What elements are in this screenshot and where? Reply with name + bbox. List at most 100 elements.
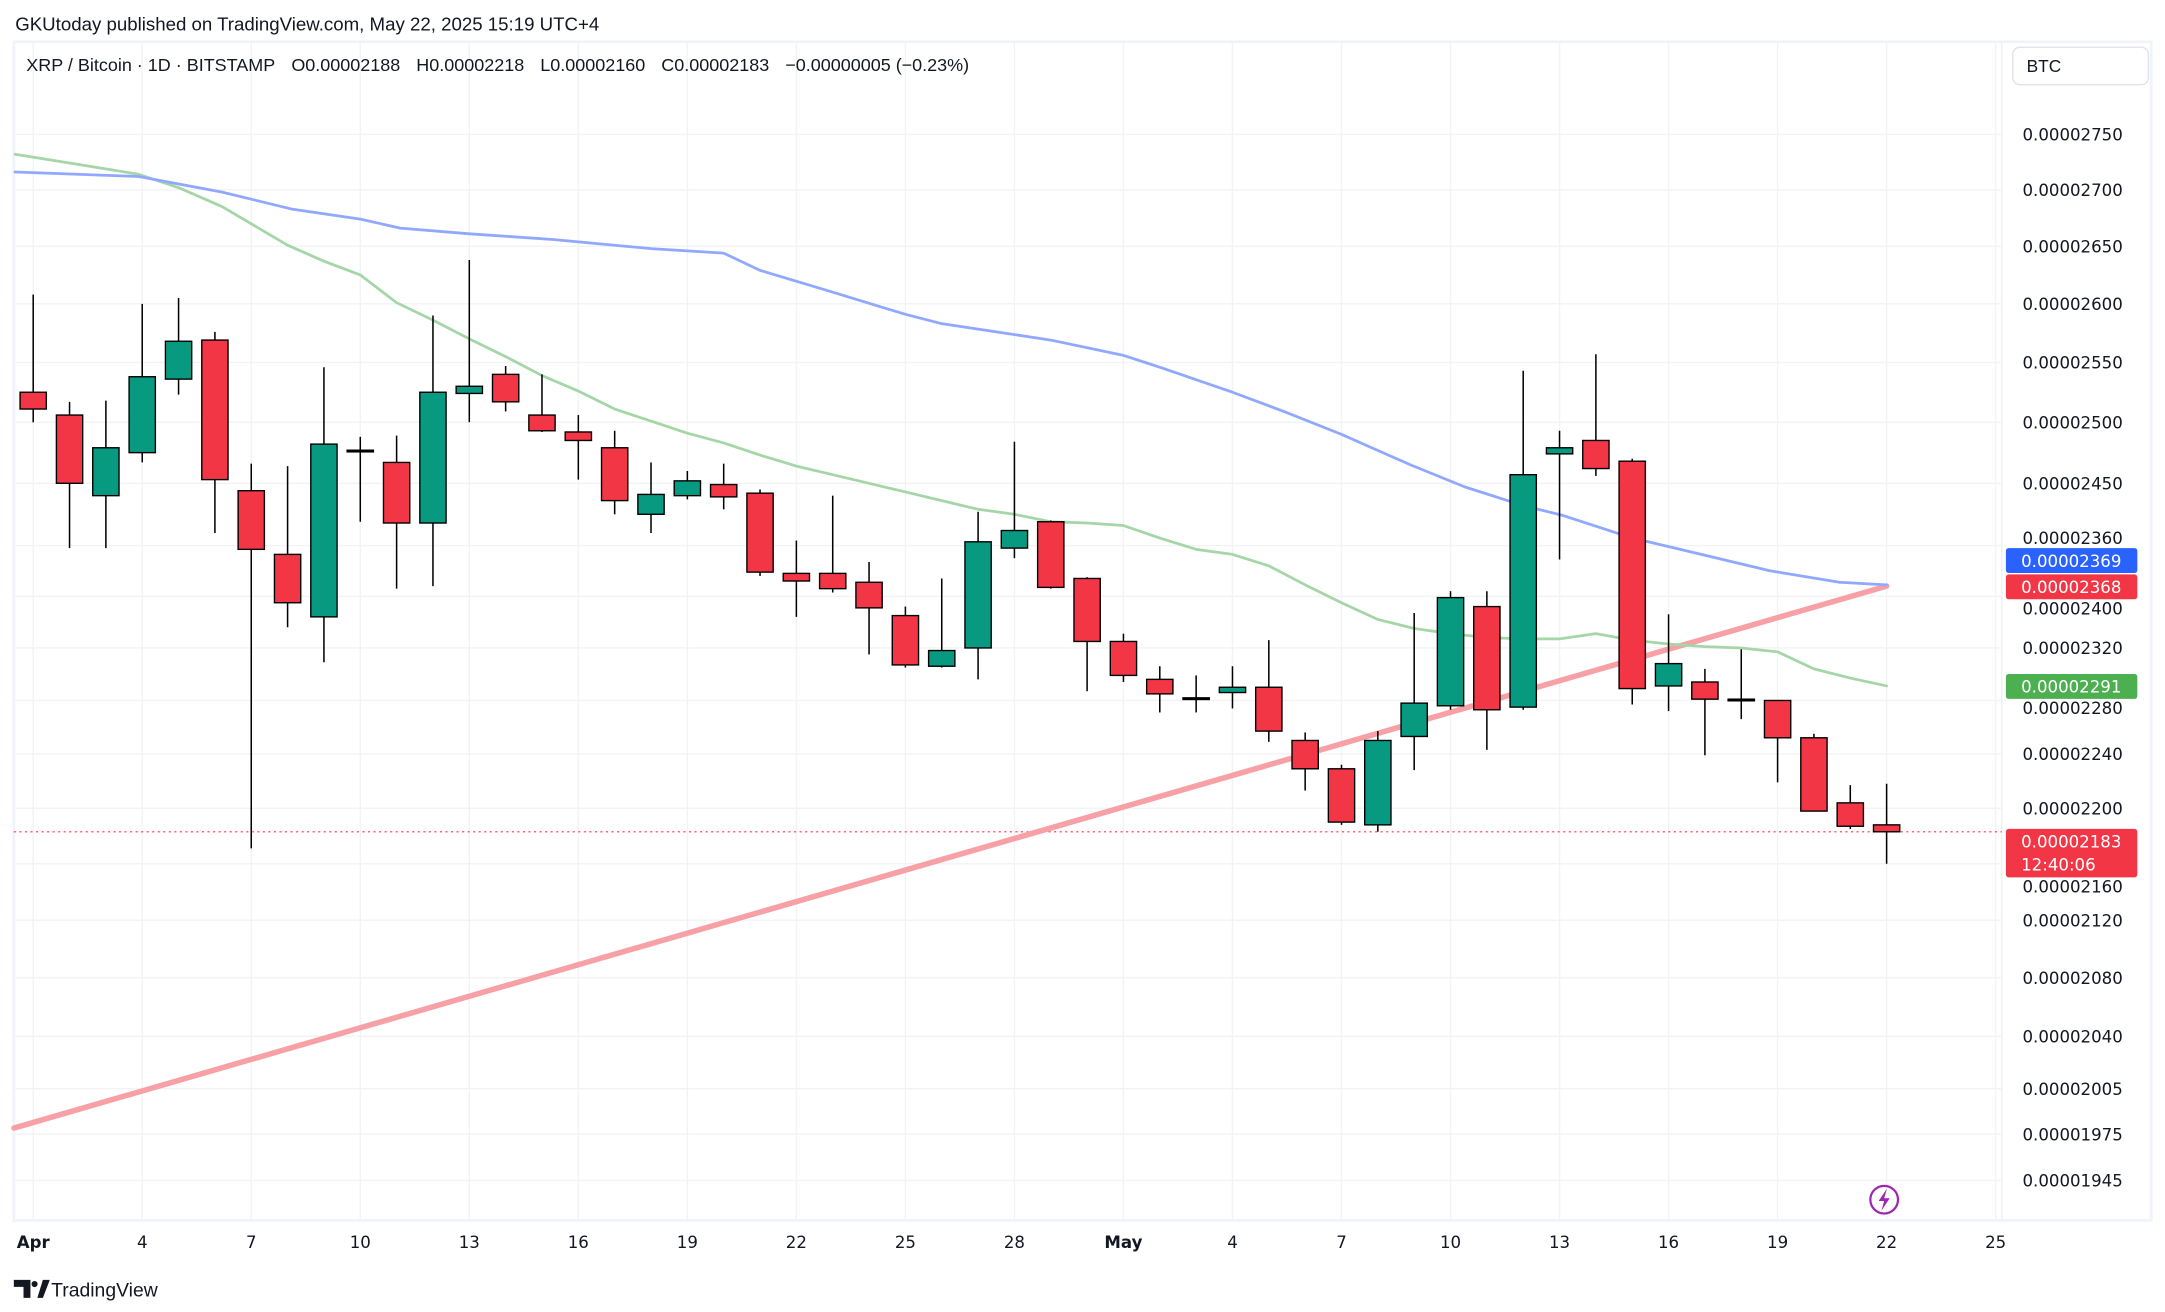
candle-body (1218, 686, 1247, 694)
candle-down (19, 294, 48, 423)
price-tick-label: 0.00002500 (2023, 414, 2123, 433)
tradingview-brand: TradingView (51, 1280, 159, 1302)
candle-body (818, 572, 847, 590)
tradingview-logo[interactable]: TradingView (13, 1280, 159, 1302)
legend-high: H0.00002218 (416, 55, 524, 75)
candle-body (419, 391, 447, 524)
candle-body (164, 340, 193, 380)
candle-down (1582, 354, 1610, 476)
candle-body (528, 414, 556, 432)
candle-up (673, 471, 702, 500)
time-tick-label: 16 (1658, 1233, 1679, 1252)
candle-body (782, 572, 811, 582)
candle-body (1036, 521, 1065, 589)
time-tick-label: Apr (17, 1233, 51, 1252)
price-tick-label: 0.00002450 (2023, 475, 2123, 494)
candle-body (310, 443, 338, 618)
price-tick-label: 0.00002120 (2023, 911, 2123, 930)
candle-up (1727, 649, 1756, 720)
time-tick-label: 19 (677, 1233, 698, 1252)
legend: XRP / Bitcoin · 1D · BITSTAMP O0.0000218… (26, 55, 969, 75)
candle-down (709, 463, 738, 510)
time-axis[interactable]: Apr 4 7 10 13 16 19 22 25 28 May 4 7 10 13 16 19 22 25 (17, 1233, 2006, 1252)
candle-down (782, 540, 811, 617)
candle-down (891, 606, 920, 668)
candle-body (1291, 739, 1319, 770)
candle-down (1473, 591, 1501, 750)
support-trendline (11, 583, 1890, 1131)
candle-down (746, 489, 774, 576)
candle-up (1218, 666, 1247, 709)
svg-text:XRP / Bitcoin · 1D · BITSTAMP: XRP / Bitcoin · 1D · BITSTAMP O0.0000218… (26, 55, 969, 75)
candle-body (491, 373, 520, 403)
candle-body (1836, 802, 1865, 827)
candle-down (564, 415, 593, 480)
candle-down (273, 466, 302, 628)
candle-body (855, 581, 883, 609)
currency-button[interactable]: BTC (2012, 46, 2150, 86)
candle-up (1364, 731, 1392, 832)
candle-up (637, 462, 665, 534)
price-label-tag (2005, 673, 2138, 699)
price-axis[interactable]: 0.00002750 0.00002700 0.00002650 0.00002600… (2023, 126, 2123, 1191)
candle-up (1182, 675, 1210, 713)
candle-body (600, 447, 629, 502)
time-tick-label: 13 (459, 1233, 480, 1252)
candle-up (1545, 430, 1574, 560)
moving-average-slow-line (13, 170, 1889, 587)
candle-up (927, 578, 956, 668)
candle-body (1000, 529, 1029, 549)
price-tick-label: 0.00002160 (2023, 878, 2123, 897)
candle-body (92, 447, 120, 497)
time-tick-label: 13 (1549, 1233, 1570, 1252)
candle-body (1800, 737, 1828, 812)
candle-body (55, 414, 84, 484)
candle-down (382, 435, 411, 589)
candle-body (1691, 681, 1719, 700)
candle-body (1145, 678, 1174, 695)
price-tick-label: 0.00001945 (2023, 1172, 2123, 1191)
candle-down (1836, 785, 1865, 830)
legend-change: −0.00000005 (−0.23%) (785, 55, 969, 75)
price-tick-label: 0.00002320 (2023, 639, 2123, 658)
price-tick-label: 0.00002650 (2023, 238, 2123, 257)
price-tick-label: 0.00002240 (2023, 745, 2123, 764)
legend-symbol[interactable]: XRP / Bitcoin · 1D · BITSTAMP (26, 55, 275, 75)
candle-body (1582, 439, 1610, 470)
time-tick-label: 10 (1440, 1233, 1461, 1252)
candle-body (1073, 577, 1101, 643)
time-tick-label: 28 (1004, 1233, 1025, 1252)
candle-body (746, 492, 774, 573)
price-tick-label: 0.00002700 (2023, 181, 2123, 200)
time-tick-label: 25 (1985, 1233, 2006, 1252)
candles (19, 260, 1901, 864)
price-label-text: 0.00002369 (2021, 552, 2121, 571)
candle-body (1473, 605, 1501, 711)
candle-body (1436, 596, 1465, 707)
candle-body (673, 480, 702, 497)
candle-body (891, 614, 920, 666)
candle-down (1109, 633, 1138, 682)
candle-body (1364, 739, 1392, 826)
candle-body (1727, 698, 1756, 702)
candle-down (1618, 458, 1647, 705)
replay-lightning-icon[interactable] (1869, 1184, 1900, 1215)
price-tick-label: 0.00002360 (2023, 529, 2123, 548)
candle-body (1545, 447, 1574, 455)
candle-body (19, 391, 48, 410)
candle-body (455, 385, 484, 395)
bar-countdown-text: 12:40:06 (2021, 855, 2096, 874)
candle-down (1691, 668, 1719, 756)
candle-down (600, 430, 629, 515)
candle-body (1618, 460, 1647, 690)
price-labels: 0.00002369 0.00002368 0.00002291 0.00002183… (2005, 548, 2138, 878)
candle-up (1436, 591, 1465, 710)
price-tick-label: 0.00002400 (2023, 599, 2123, 618)
time-tick-label: 4 (1227, 1233, 1238, 1252)
candle-down (55, 401, 84, 549)
price-tick-label: 0.00002600 (2023, 295, 2123, 314)
time-tick-label: 10 (350, 1233, 371, 1252)
candle-up (164, 298, 193, 395)
candle-body (1763, 699, 1792, 739)
